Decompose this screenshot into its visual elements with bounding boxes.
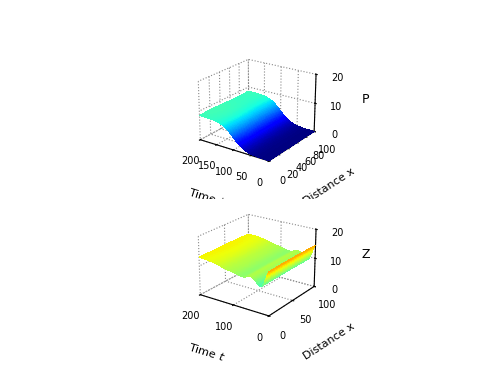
Y-axis label: Distance x: Distance x [302, 166, 356, 207]
Y-axis label: Distance x: Distance x [302, 321, 356, 362]
X-axis label: Time $t$: Time $t$ [186, 341, 226, 363]
X-axis label: Time $t$: Time $t$ [186, 186, 226, 208]
